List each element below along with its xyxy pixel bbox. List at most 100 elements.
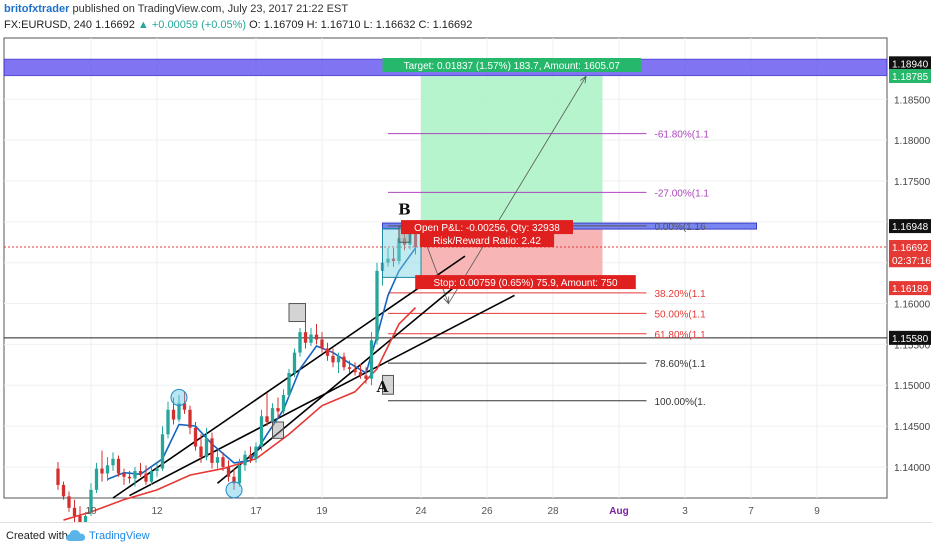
candle-body <box>72 507 77 516</box>
candle-body <box>166 409 170 435</box>
candle-body <box>149 471 154 482</box>
candle-body <box>56 468 60 485</box>
risk-reward-label: Risk/Reward Ratio: 2.42 <box>433 236 541 247</box>
y-tick-label: 1.15500 <box>894 340 931 351</box>
candle-body <box>221 457 225 467</box>
candle-body <box>325 348 330 356</box>
stop-label: Stop: 0.00759 (0.65%) 75.9, Amount: 750 <box>433 278 617 289</box>
candle-body <box>254 446 258 459</box>
annotation-label-b[interactable]: B <box>398 200 411 218</box>
price-tag-timer <box>889 253 931 268</box>
highlight-box[interactable] <box>288 303 306 323</box>
candle-body <box>347 367 352 369</box>
candle-body <box>100 468 104 474</box>
candle-body <box>342 356 346 368</box>
candle-body <box>210 438 214 463</box>
y-tick-label: 1.15000 <box>894 381 931 392</box>
price-tag-label: 1.16692 <box>892 243 929 254</box>
highlight-box[interactable] <box>382 374 394 395</box>
price-tag-label: 1.15580 <box>892 334 929 345</box>
price-change: ▲ +0.00059 (+0.05%) <box>137 19 247 31</box>
x-tick-label: 10 <box>85 506 97 517</box>
fib-level-label: -27.00%(1.1 <box>655 188 710 199</box>
x-tick-label: 26 <box>481 506 493 517</box>
last-price: 1.16692 <box>95 19 135 31</box>
fib-level-label: 78.60%(1.1 <box>655 359 707 370</box>
candle-body <box>160 434 165 469</box>
candle-body <box>155 468 159 472</box>
x-tick-label: 17 <box>250 506 262 517</box>
candle-body <box>83 515 88 522</box>
target-label: Target: 0.01837 (1.57%) 183.7, Amount: 1… <box>404 61 621 72</box>
candle-body <box>402 238 407 245</box>
trendline[interactable] <box>129 294 515 497</box>
created-with-label: Created with <box>6 530 68 542</box>
candle-body <box>177 403 181 420</box>
price-tag-stop <box>889 281 931 296</box>
candle-body <box>259 416 264 447</box>
x-tick-label: 9 <box>814 506 820 517</box>
candle-body <box>204 438 209 458</box>
candle-body <box>331 355 335 363</box>
fib-level-label: 0.00%(1.16 <box>655 222 707 233</box>
candle-body <box>248 454 253 459</box>
highlight-box[interactable] <box>382 227 422 278</box>
candle-body <box>369 340 374 379</box>
risk-reward-label-background <box>419 233 555 248</box>
fibonacci-retracement[interactable]: -61.80%(1.1 -27.00%(1.1 0.00%(1.16 38.20%(1… <box>388 130 709 408</box>
y-tick-label: 1.14000 <box>894 463 931 474</box>
candle-body <box>270 408 275 423</box>
highlight-circle[interactable] <box>225 481 243 499</box>
candle-body <box>182 403 187 410</box>
candle-body <box>397 238 401 262</box>
x-tick-label: 12 <box>151 506 163 517</box>
author-link[interactable]: britofxtrader <box>4 3 70 15</box>
tradingview-brand-link[interactable]: TradingView <box>89 530 150 542</box>
price-tag-entry <box>889 219 931 234</box>
price-tag-level <box>889 56 931 71</box>
annotation-label-a[interactable]: A <box>376 378 389 396</box>
highlight-circle[interactable] <box>170 389 188 407</box>
x-tick-label: 19 <box>316 506 328 517</box>
candle-body <box>375 270 379 341</box>
candle-body <box>298 332 302 353</box>
candle-body <box>281 395 286 412</box>
candle-body <box>188 409 192 428</box>
price-tag-label: 02:37:16 <box>892 256 931 267</box>
pnl-label: Open P&L: -0.00256, Qty: 32938 <box>414 223 560 234</box>
stop-label-background <box>415 275 636 290</box>
target-zone[interactable] <box>421 75 603 227</box>
y-tick-label: 1.14500 <box>894 422 931 433</box>
symbol-name: FX:EURUSD, 240 <box>4 19 93 31</box>
y-tick-label: 1.18500 <box>894 95 931 106</box>
footer: Created with TradingView <box>0 522 932 551</box>
price-chart[interactable]: -61.80%(1.1 -27.00%(1.1 0.00%(1.16 38.20%(1… <box>0 0 932 522</box>
x-tick-label: 28 <box>547 506 559 517</box>
candle-body <box>292 352 297 373</box>
candle-body <box>122 473 126 477</box>
candle-body <box>232 476 236 484</box>
candle-body <box>364 375 368 379</box>
fib-level-label: 38.20%(1.1 <box>655 289 707 300</box>
candle-body <box>386 258 390 263</box>
x-tick-label: 7 <box>748 506 754 517</box>
price-tag-label: 1.18785 <box>892 72 929 83</box>
y-tick-label: 1.17500 <box>894 177 931 188</box>
candle-body <box>320 339 324 349</box>
axes[interactable]: 10 12 17 19 24 26 28 Aug 3 7 9 1.14000 1.14500 1.1500… <box>85 56 931 517</box>
candle-body <box>138 471 143 474</box>
candle-body <box>391 258 396 262</box>
highlight-box[interactable] <box>272 421 284 439</box>
fib-level-label: 50.00%(1.1 <box>655 309 707 320</box>
candle-body <box>226 466 231 477</box>
price-tag-level <box>889 330 931 345</box>
candle-body <box>127 476 132 479</box>
candle-body <box>144 473 148 482</box>
candle-body <box>309 334 313 343</box>
projection-arrow[interactable] <box>448 76 587 304</box>
candle-body <box>67 496 71 508</box>
price-tag-target <box>889 68 931 83</box>
x-tick-label: Aug <box>609 506 628 517</box>
candle-body <box>193 427 198 447</box>
ohlc-values: O: 1.16709 H: 1.16710 L: 1.16632 C: 1.16… <box>249 19 473 31</box>
